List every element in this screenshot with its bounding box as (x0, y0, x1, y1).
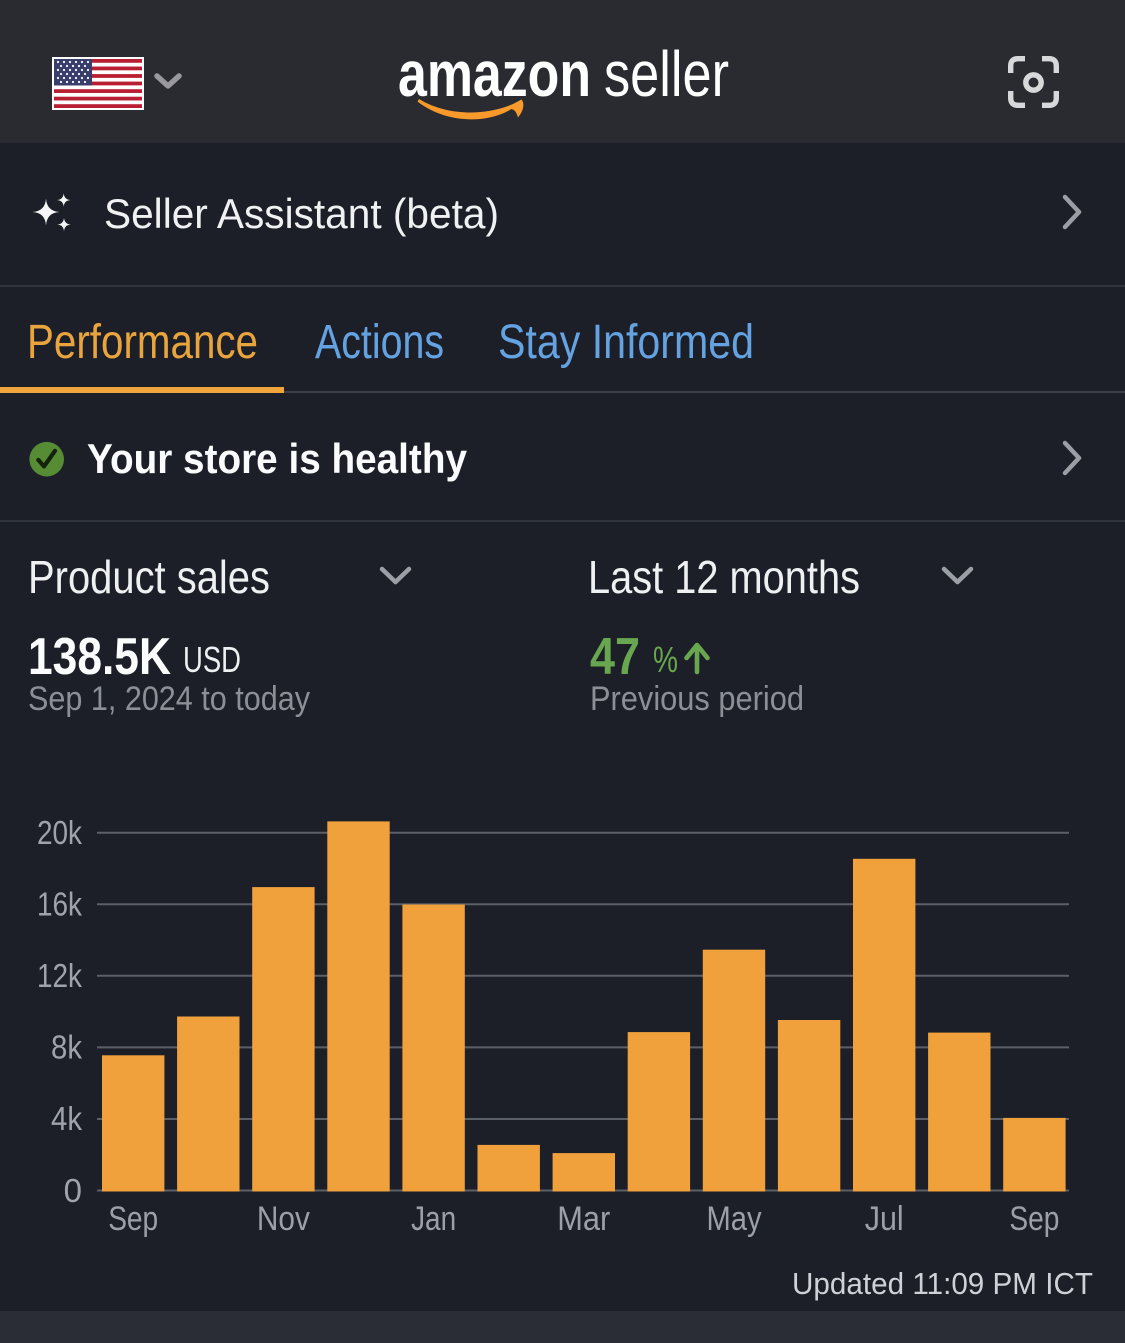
svg-text:4k: 4k (51, 1100, 82, 1137)
svg-text:16k: 16k (37, 886, 82, 923)
svg-text:0: 0 (64, 1172, 82, 1209)
svg-text:Sep: Sep (108, 1200, 158, 1238)
svg-text:Jul: Jul (865, 1200, 904, 1238)
svg-text:USD: USD (183, 639, 241, 680)
svg-text:8k: 8k (51, 1029, 82, 1066)
svg-text:138.5K: 138.5K (28, 628, 171, 686)
svg-text:12k: 12k (37, 957, 82, 994)
svg-text:Seller Assistant (beta): Seller Assistant (beta) (104, 190, 499, 237)
svg-text:Sep 1, 2024 to today: Sep 1, 2024 to today (28, 680, 310, 718)
svg-text:Last 12 months: Last 12 months (588, 551, 860, 603)
svg-text:Sep: Sep (1009, 1200, 1059, 1238)
svg-text:Performance: Performance (27, 316, 258, 369)
svg-text:%: % (653, 639, 678, 680)
svg-text:seller: seller (604, 38, 729, 110)
svg-text:Mar: Mar (557, 1200, 610, 1238)
svg-text:Product sales: Product sales (28, 551, 270, 603)
svg-text:20k: 20k (37, 814, 82, 851)
svg-text:Nov: Nov (257, 1200, 310, 1238)
svg-text:Previous period: Previous period (590, 680, 804, 718)
svg-text:Actions: Actions (315, 316, 444, 369)
svg-text:May: May (707, 1200, 762, 1238)
svg-text:Stay Informed: Stay Informed (498, 316, 754, 369)
svg-text:47: 47 (590, 628, 640, 686)
svg-text:Your store is healthy: Your store is healthy (87, 435, 468, 482)
svg-text:Updated 11:09 PM ICT: Updated 11:09 PM ICT (792, 1266, 1093, 1301)
svg-text:amazon: amazon (398, 38, 591, 110)
svg-text:Jan: Jan (411, 1200, 456, 1238)
